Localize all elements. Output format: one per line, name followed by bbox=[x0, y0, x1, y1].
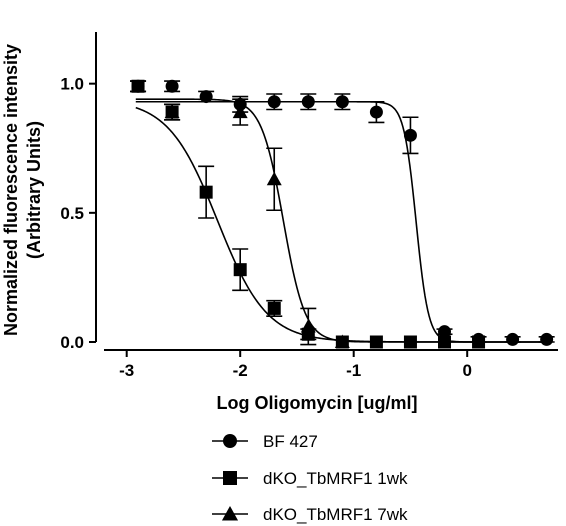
data-point bbox=[199, 185, 213, 199]
x-tick-label: -3 bbox=[119, 361, 134, 380]
data-point bbox=[301, 95, 315, 109]
x-axis-title: Log Oligomycin [ug/ml] bbox=[217, 393, 418, 413]
data-point bbox=[540, 332, 554, 346]
fit-curve bbox=[135, 100, 549, 343]
data-point bbox=[438, 335, 451, 349]
x-tick-label: -1 bbox=[346, 361, 361, 380]
legend-marker bbox=[223, 471, 237, 485]
fit-curve bbox=[135, 98, 549, 343]
data-point bbox=[131, 79, 145, 93]
y-tick-label: 1.0 bbox=[60, 75, 84, 94]
x-tick-label: -2 bbox=[233, 361, 248, 380]
data-point bbox=[267, 301, 281, 315]
axes: 0.0 0.5 1.0 -3 -2 -1 0 bbox=[60, 32, 558, 380]
data-markers bbox=[131, 79, 554, 349]
legend-marker bbox=[221, 505, 239, 521]
data-point bbox=[266, 171, 282, 186]
legend: BF 427 dKO_TbMRF1 1wk dKO_TbMRF1 7wk bbox=[212, 432, 408, 524]
error-bars bbox=[130, 80, 555, 346]
data-point bbox=[472, 335, 486, 349]
data-point bbox=[233, 263, 247, 277]
y-axis-title: Normalized fluorescence intensity bbox=[1, 44, 21, 336]
legend-label: BF 427 bbox=[263, 432, 318, 451]
data-point bbox=[165, 79, 179, 93]
data-point bbox=[403, 335, 417, 349]
data-point bbox=[403, 128, 417, 142]
legend-label: dKO_TbMRF1 1wk bbox=[263, 469, 408, 488]
data-point bbox=[199, 90, 213, 104]
data-point bbox=[438, 325, 451, 339]
data-point bbox=[232, 104, 248, 119]
x-tick-label: 0 bbox=[462, 361, 471, 380]
data-point bbox=[164, 104, 180, 119]
fit-curve bbox=[135, 106, 549, 343]
fit-curves bbox=[135, 98, 549, 343]
legend-label: dKO_TbMRF1 7wk bbox=[263, 505, 408, 524]
data-point bbox=[300, 319, 316, 333]
data-point bbox=[506, 332, 520, 346]
data-point bbox=[233, 97, 247, 111]
data-point bbox=[369, 335, 383, 349]
data-point bbox=[267, 95, 281, 109]
data-point bbox=[335, 95, 349, 109]
y-axis-subtitle: (Arbitrary Units) bbox=[24, 121, 44, 259]
y-tick-label: 0.0 bbox=[60, 333, 84, 352]
data-point bbox=[369, 105, 383, 119]
legend-marker bbox=[223, 434, 237, 448]
data-point bbox=[334, 334, 350, 348]
y-tick-label: 0.5 bbox=[60, 204, 84, 223]
